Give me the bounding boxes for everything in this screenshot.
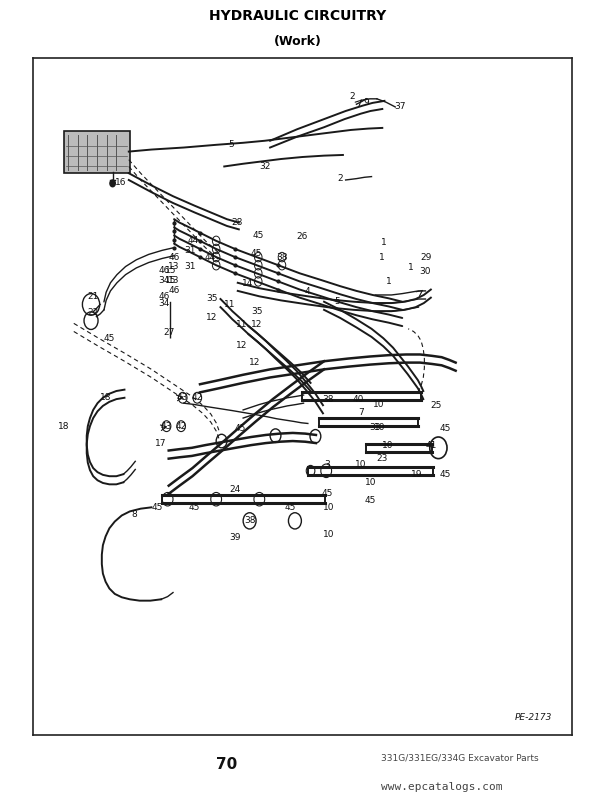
Text: 45: 45 — [365, 496, 376, 505]
Text: 25: 25 — [430, 401, 442, 410]
Text: 19: 19 — [411, 470, 423, 480]
Text: 7: 7 — [358, 409, 364, 417]
Text: www.epcatalogs.com: www.epcatalogs.com — [381, 781, 503, 792]
Text: 45: 45 — [235, 425, 246, 434]
Text: 38: 38 — [276, 252, 288, 261]
Text: 45: 45 — [285, 503, 296, 512]
Text: 11: 11 — [236, 320, 248, 329]
Text: 45: 45 — [439, 425, 451, 434]
Text: 10: 10 — [322, 503, 334, 512]
Text: 18: 18 — [58, 421, 70, 430]
Text: 46: 46 — [159, 292, 170, 301]
Text: 12: 12 — [251, 320, 262, 329]
Text: 38: 38 — [244, 516, 255, 525]
Text: 32: 32 — [259, 162, 271, 171]
Text: PE-2173: PE-2173 — [514, 714, 552, 722]
Text: 45: 45 — [189, 503, 200, 512]
Text: 37: 37 — [394, 102, 405, 111]
Text: 31: 31 — [185, 262, 196, 271]
Text: 35: 35 — [206, 294, 218, 303]
Text: (Work): (Work) — [274, 36, 322, 49]
Text: 2: 2 — [349, 91, 355, 100]
Text: 45: 45 — [151, 503, 163, 512]
Text: 43: 43 — [177, 393, 188, 402]
Text: 39: 39 — [229, 532, 241, 541]
Text: 42: 42 — [192, 393, 203, 402]
Text: 29: 29 — [421, 252, 432, 261]
Text: 10: 10 — [382, 441, 393, 450]
Text: 10: 10 — [322, 530, 334, 539]
Text: 21: 21 — [88, 292, 99, 301]
Text: 42: 42 — [175, 421, 187, 430]
Text: 45: 45 — [251, 248, 262, 257]
Text: 12: 12 — [249, 358, 260, 367]
Text: 17: 17 — [156, 439, 167, 448]
Text: 46: 46 — [169, 286, 180, 295]
Circle shape — [110, 180, 115, 187]
Text: 46: 46 — [159, 266, 170, 275]
Text: 34: 34 — [159, 276, 170, 285]
Text: 27: 27 — [163, 328, 175, 337]
Text: 15: 15 — [165, 276, 176, 285]
Text: 33: 33 — [369, 423, 380, 432]
Text: 4: 4 — [305, 287, 311, 296]
Text: 45: 45 — [439, 470, 451, 480]
Text: 23: 23 — [377, 454, 388, 463]
Text: 44: 44 — [204, 252, 215, 261]
Text: 70: 70 — [216, 757, 237, 772]
Text: 26: 26 — [297, 231, 308, 240]
Text: 1: 1 — [380, 252, 385, 261]
Text: 31: 31 — [185, 246, 196, 255]
Text: 5: 5 — [228, 140, 234, 150]
Text: 22: 22 — [88, 308, 99, 317]
Text: 45: 45 — [104, 334, 115, 343]
Text: 45: 45 — [253, 231, 264, 240]
Text: 46: 46 — [169, 252, 180, 261]
Text: 10: 10 — [373, 400, 385, 409]
Text: 12: 12 — [206, 313, 218, 323]
Text: 10: 10 — [365, 478, 376, 488]
Text: 13: 13 — [168, 276, 180, 285]
Text: 43: 43 — [161, 421, 172, 430]
Text: 15: 15 — [165, 266, 176, 275]
Text: 16: 16 — [115, 178, 126, 187]
Text: 331G/331EG/334G Excavator Parts: 331G/331EG/334G Excavator Parts — [381, 754, 539, 763]
Text: 14: 14 — [242, 279, 253, 288]
Text: 3: 3 — [324, 460, 330, 468]
Text: 1: 1 — [386, 277, 392, 286]
Text: 8: 8 — [131, 510, 137, 519]
Text: 12: 12 — [237, 341, 248, 349]
FancyBboxPatch shape — [64, 131, 130, 173]
Text: 1: 1 — [380, 239, 386, 248]
Text: 2: 2 — [337, 174, 343, 183]
Text: 9: 9 — [363, 99, 369, 108]
Text: 5: 5 — [334, 297, 340, 307]
Text: 10: 10 — [355, 460, 367, 468]
Text: 40: 40 — [353, 395, 364, 404]
Text: 41: 41 — [425, 441, 436, 450]
Text: 11: 11 — [224, 300, 235, 309]
Text: 30: 30 — [420, 268, 431, 277]
Text: 34: 34 — [159, 299, 170, 307]
Text: 44: 44 — [188, 236, 199, 245]
Text: 35: 35 — [251, 307, 262, 316]
Text: 18: 18 — [100, 393, 111, 402]
Text: 1: 1 — [408, 264, 413, 273]
Text: 24: 24 — [229, 485, 241, 494]
Text: 38: 38 — [322, 395, 334, 404]
Text: 28: 28 — [231, 218, 243, 227]
Text: 45: 45 — [322, 489, 333, 498]
Text: 10: 10 — [374, 423, 386, 432]
Text: 13: 13 — [168, 262, 180, 271]
Text: HYDRAULIC CIRCUITRY: HYDRAULIC CIRCUITRY — [209, 10, 387, 23]
